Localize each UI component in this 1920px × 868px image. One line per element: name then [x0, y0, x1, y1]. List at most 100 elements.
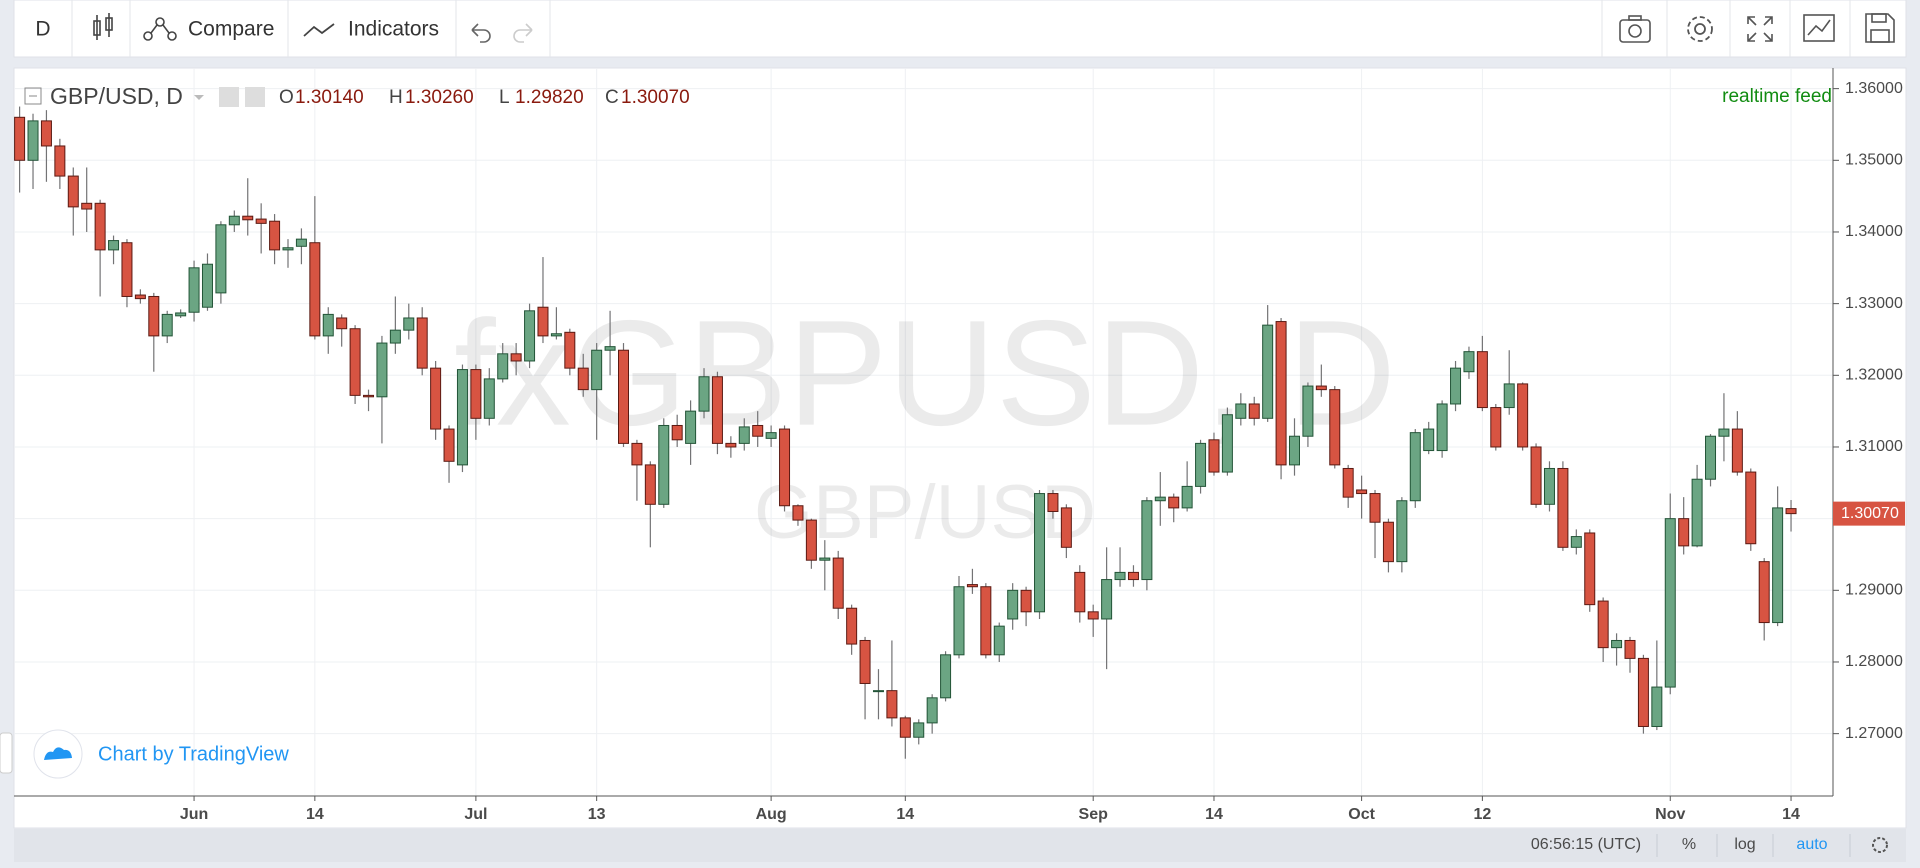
y-tick-label: 1.31000: [1845, 438, 1903, 455]
candle-body: [1718, 428, 1730, 437]
candle-body: [1208, 439, 1220, 473]
candle-body: [1423, 428, 1435, 452]
candle-body: [1557, 467, 1569, 548]
save-button[interactable]: [1865, 13, 1895, 43]
y-tick-label: 1.34000: [1845, 223, 1903, 240]
candle-body: [1329, 389, 1341, 466]
candle-body: [416, 317, 428, 369]
fullscreen-button[interactable]: [1747, 16, 1773, 42]
candle-body: [859, 639, 871, 684]
candle-body: [175, 312, 187, 317]
candle-body: [926, 697, 938, 724]
candle-body: [618, 349, 629, 444]
watermark: fxGBPUSD, D: [454, 289, 1396, 457]
candle-body: [1020, 589, 1032, 613]
candle-body: [188, 267, 200, 313]
realtime-feed: realtime feed: [1722, 86, 1832, 107]
compare-button[interactable]: Compare: [188, 18, 274, 41]
percent-toggle[interactable]: %: [1682, 836, 1696, 853]
candle-body: [201, 263, 213, 308]
collapse-button[interactable]: [24, 87, 42, 105]
candle-body: [269, 220, 281, 251]
legend-fields: O 1.30140 H 1.30260 L 1.29820 C 1.30070: [279, 87, 690, 108]
axis-settings[interactable]: [1872, 837, 1888, 853]
candle-body: [1154, 496, 1166, 502]
clock: 06:56:15 (UTC): [1531, 836, 1641, 853]
candle-body: [819, 557, 831, 561]
candle-body: [1221, 414, 1233, 473]
candle-body: [738, 426, 750, 444]
chart-style-icon[interactable]: [93, 13, 113, 40]
snapshot-button[interactable]: [1619, 15, 1651, 43]
chart-type-button[interactable]: [1803, 14, 1835, 42]
visibility-button[interactable]: [219, 87, 239, 107]
legend-field-value: 1.30140: [295, 87, 364, 108]
settings-button[interactable]: [1687, 16, 1713, 42]
candle-body: [148, 295, 160, 337]
x-tick-label: 14: [1205, 806, 1223, 823]
candles: [14, 106, 1797, 759]
candle-body: [980, 586, 992, 656]
x-tick-label: Aug: [756, 806, 787, 823]
candle-body: [1127, 571, 1139, 581]
candle-body: [1168, 496, 1180, 509]
y-tick-label: 1.28000: [1845, 653, 1903, 670]
compare-icon[interactable]: [143, 17, 177, 41]
candle-body: [872, 690, 884, 693]
legend-field-label: H: [389, 87, 403, 108]
interval-button[interactable]: D: [35, 18, 50, 41]
candle-body: [81, 202, 93, 210]
candle-body: [470, 369, 482, 419]
candle-body: [725, 442, 737, 448]
legend-field-value: 1.30260: [405, 87, 474, 108]
candle-body: [27, 120, 39, 161]
candle-body: [14, 116, 26, 161]
candle-body: [577, 367, 589, 391]
candle-body: [1369, 493, 1381, 523]
redo-button[interactable]: [513, 23, 533, 43]
candle-body: [108, 240, 120, 251]
candle-body: [1409, 432, 1421, 502]
candle-body: [1517, 383, 1529, 448]
candle-body: [886, 690, 898, 719]
candle-body: [1664, 518, 1676, 688]
candle-body: [1114, 571, 1126, 581]
candle-body: [1651, 686, 1663, 727]
candle-body: [1691, 478, 1703, 547]
candle-body: [1530, 446, 1542, 505]
indicators-button[interactable]: Indicators: [348, 18, 439, 41]
candle-body: [591, 349, 603, 391]
legend-field-value: 1.29820: [515, 87, 584, 108]
candle-body: [1101, 579, 1113, 620]
candle-body: [1248, 403, 1260, 419]
legend-field-label: C: [605, 87, 619, 108]
candle-body: [1490, 407, 1502, 448]
settings-small-button[interactable]: [245, 87, 265, 107]
x-tick-label: 12: [1473, 806, 1491, 823]
candle-body: [1543, 467, 1555, 505]
undo-button[interactable]: [471, 23, 491, 43]
candle-body: [1611, 639, 1623, 649]
last-price-box: [1833, 501, 1905, 526]
toolbar: [13, 0, 1907, 58]
branding-link[interactable]: Chart by TradingView: [98, 743, 289, 765]
candle-body: [1570, 536, 1582, 548]
x-tick-label: 14: [1782, 806, 1800, 823]
legend-menu[interactable]: [194, 95, 204, 100]
candle-body: [685, 410, 697, 444]
auto-toggle[interactable]: auto: [1796, 836, 1827, 853]
y-tick-label: 1.29000: [1845, 582, 1903, 599]
log-toggle[interactable]: log: [1734, 836, 1755, 853]
last-price-label: 1.30070: [1841, 505, 1899, 522]
candle-body: [1436, 403, 1448, 452]
indicators-icon[interactable]: [303, 23, 335, 37]
candle-body: [1060, 507, 1072, 548]
candle-body: [631, 442, 643, 466]
legend-field-label: O: [279, 87, 294, 108]
candle-body: [658, 424, 670, 505]
candle-body: [40, 120, 52, 147]
side-toggle[interactable]: [0, 732, 13, 774]
x-tick-label: 14: [896, 806, 914, 823]
